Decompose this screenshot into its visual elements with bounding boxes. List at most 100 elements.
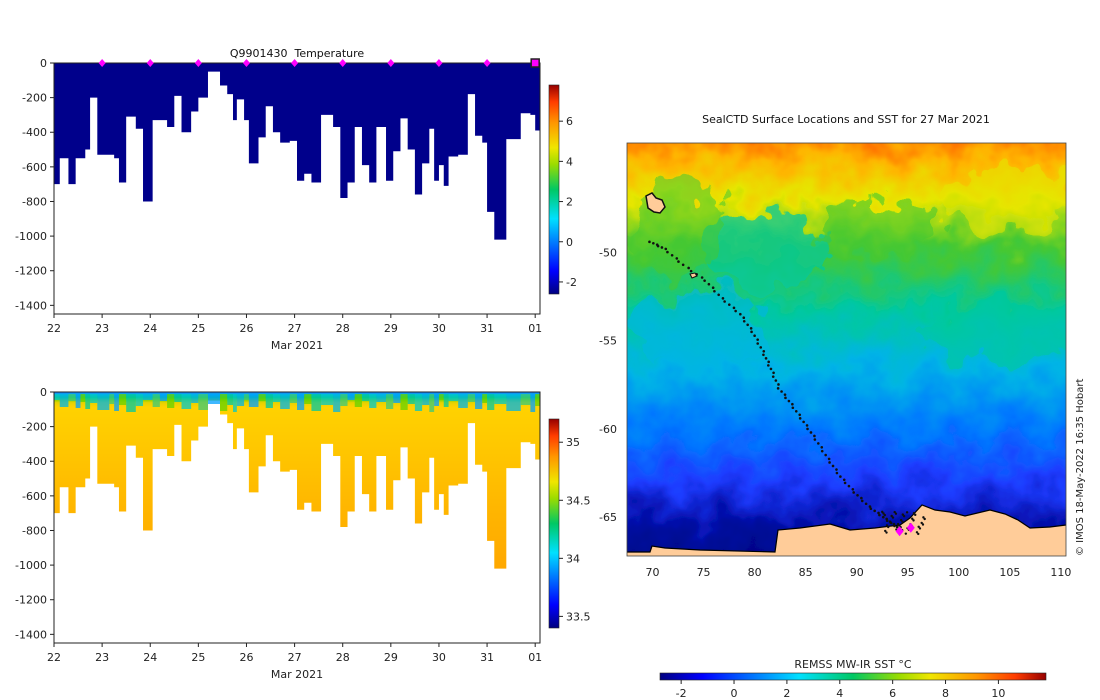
track-point [802, 420, 805, 424]
track-point [890, 521, 893, 525]
track-point [794, 409, 798, 413]
track-point [777, 383, 780, 386]
surface-salinity-cell [297, 394, 305, 410]
surface-salinity-cell [393, 394, 401, 403]
track-point [898, 524, 901, 527]
y-tick-label: -400 [22, 126, 47, 139]
x-tick-label: 27 [288, 651, 302, 664]
imos-credit: © IMOS 18-May-2022 16:35 Hobart [1075, 379, 1086, 556]
surface-salinity-cell [376, 394, 387, 402]
track-point [893, 510, 896, 514]
track-point [894, 512, 898, 515]
track-point [652, 241, 655, 245]
track-point [767, 364, 770, 367]
salinity-colorbar-ticks: 33.5 34 34.5 35 [559, 436, 591, 623]
track-point [767, 360, 770, 364]
track-point [695, 273, 698, 276]
track-point [885, 531, 888, 534]
y-tick-label: -800 [22, 195, 47, 208]
track-point [739, 312, 742, 316]
x-tick-label: 31 [480, 651, 494, 664]
track-point [856, 493, 859, 497]
surface-marker [387, 59, 395, 67]
track-point [660, 246, 664, 249]
sst-colorbar-tick-label: 8 [942, 687, 949, 700]
track-point [713, 289, 716, 293]
track-point [721, 297, 725, 300]
track-point [689, 269, 693, 273]
surface-salinity-cell [494, 394, 507, 404]
map-title: SealCTD Surface Locations and SST for 27… [702, 113, 990, 126]
surface-salinity-cell [520, 394, 531, 405]
x-tick-label: 30 [432, 651, 446, 664]
track-point [901, 520, 904, 523]
track-point [700, 276, 704, 279]
x-tick-label: 24 [143, 322, 157, 335]
track-point [664, 247, 668, 251]
surface-salinity-cell [475, 394, 483, 409]
surface-salinity-cell [482, 394, 488, 403]
surface-salinity-cell [126, 394, 136, 412]
x-tick-label: 23 [95, 651, 109, 664]
x-tick-label: 24 [143, 651, 157, 664]
track-point [681, 263, 685, 267]
track-point [723, 300, 726, 303]
y-tick-label: -200 [22, 421, 47, 434]
x-tick-label: 28 [336, 651, 350, 664]
surface-salinity-cell [109, 394, 115, 404]
surface-salinity-cell [407, 394, 415, 404]
track-point [787, 399, 791, 403]
y-tick-label: -400 [22, 455, 47, 468]
temperature-title: Q9901430 Temperature [230, 47, 365, 60]
heard-island [689, 272, 698, 279]
track-point [922, 516, 925, 519]
track-point [791, 406, 795, 410]
salinity-panel: 0-200-400-600-800-1000-1200-1400 22 23 24 2… [15, 386, 590, 681]
map-frame [626, 142, 1067, 557]
sst-colorbar-tick-label: -2 [676, 687, 687, 700]
surface-marker [242, 59, 250, 67]
colorbar-tick-label: 34 [566, 552, 580, 565]
surface-marker [483, 59, 491, 67]
longitude-tick-label: 75 [697, 566, 711, 579]
temperature-surface-markers [98, 58, 540, 68]
track-point [883, 513, 887, 517]
y-tick-label: -1400 [15, 628, 47, 641]
track-point [852, 491, 855, 494]
longitude-tick-label: 85 [799, 566, 813, 579]
surface-marker [339, 59, 347, 67]
y-tick-label: -1200 [15, 265, 47, 278]
temperature-xlabel: Mar 2021 [271, 339, 323, 352]
surface-salinity-cell [265, 394, 273, 408]
sst-colorbar-label: REMSS MW-IR SST °C [794, 658, 912, 671]
surface-salinity-cell [244, 394, 249, 400]
map-longitude-axis: 70 75 80 85 90 95 100 105 110 [646, 566, 1072, 579]
y-tick-label: -800 [22, 524, 47, 537]
y-tick-label: 0 [40, 57, 47, 70]
track-point [918, 527, 922, 530]
track-point [774, 379, 778, 382]
salinity-surface-blocks [54, 394, 540, 412]
track-point [860, 499, 864, 503]
track-point [809, 431, 813, 434]
track-point [820, 449, 824, 453]
track-point [791, 402, 794, 406]
track-point [923, 517, 926, 521]
track-point [820, 445, 824, 449]
colorbar-tick-label: 0 [566, 236, 573, 249]
x-tick-label: 25 [191, 322, 205, 335]
map-latitude-axis: -50 -55 -60 -65 [599, 246, 617, 524]
track-point [656, 244, 660, 248]
track-point [885, 519, 889, 523]
surface-salinity-cell [174, 394, 182, 402]
track-point [734, 309, 737, 313]
surface-salinity-cell [80, 394, 86, 402]
track-point [896, 522, 900, 526]
track-point [750, 330, 753, 334]
temperature-colorbar-ticks: -2 0 2 4 6 [559, 115, 577, 289]
colorbar-tick-label: 6 [566, 115, 573, 128]
latitude-tick-label: -50 [599, 246, 617, 259]
track-point [917, 532, 920, 536]
track-point [677, 260, 680, 263]
